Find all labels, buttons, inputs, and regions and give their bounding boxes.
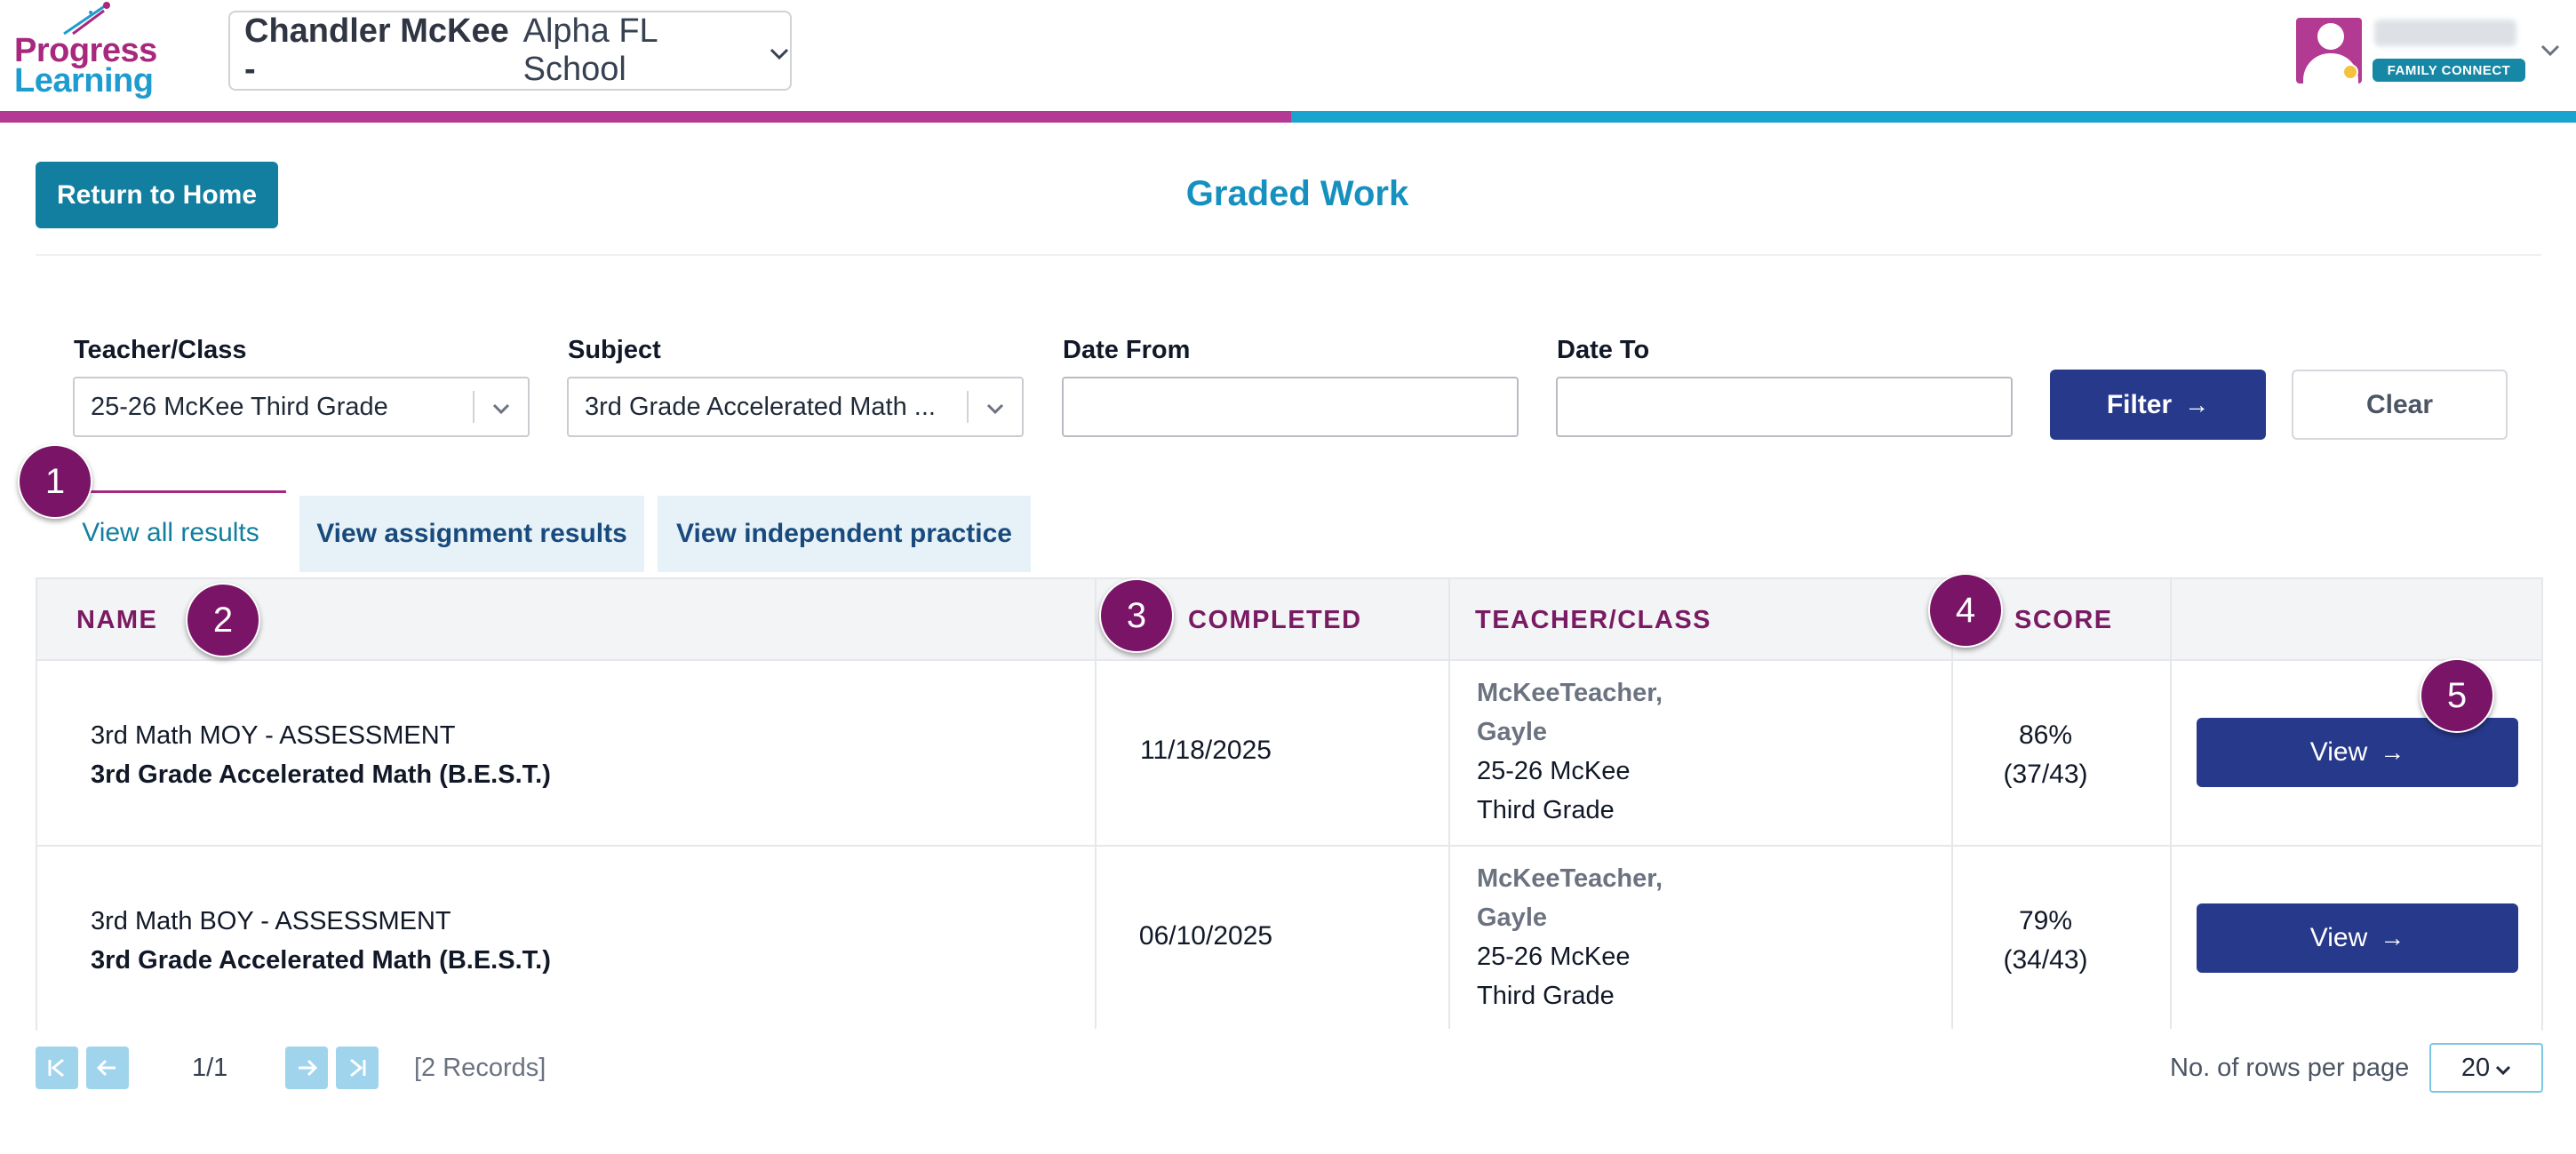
student-school: Alpha FL School bbox=[522, 12, 658, 88]
filter-button[interactable]: Filter → bbox=[2050, 370, 2266, 440]
top-header: Progress Learning Chandler McKee - Alpha… bbox=[0, 0, 2576, 111]
clear-button[interactable]: Clear bbox=[2292, 370, 2508, 440]
column-divider bbox=[1448, 579, 1450, 1029]
view-button-label: View bbox=[2309, 737, 2368, 767]
tab-view-independent-practice[interactable]: View independent practice bbox=[658, 496, 1031, 572]
tab-view-assignment-results[interactable]: View assignment results bbox=[299, 496, 644, 572]
filter-button-label: Filter bbox=[2106, 389, 2173, 419]
logo-word-learning: Learning bbox=[14, 62, 154, 99]
teacher-class-cell: McKeeTeacher, Gayle 25-26 McKee Third Gr… bbox=[1477, 859, 1663, 1015]
chevron-down-icon bbox=[2495, 1054, 2511, 1083]
completed-date: 11/18/2025 bbox=[1140, 736, 1272, 765]
class-name-line1: 25-26 McKee bbox=[1477, 943, 1631, 971]
completed-date: 06/10/2025 bbox=[1138, 921, 1273, 951]
arrow-right-icon: → bbox=[2380, 738, 2405, 766]
progress-learning-logo[interactable]: Progress Learning bbox=[11, 0, 157, 102]
user-avatar[interactable] bbox=[2296, 18, 2362, 84]
date-to-label: Date To bbox=[1557, 336, 1650, 364]
date-from-label: Date From bbox=[1063, 336, 1191, 364]
select-separator bbox=[473, 391, 475, 423]
student-selector[interactable]: Chandler McKee - Alpha FL School bbox=[228, 11, 792, 91]
page-indicator: 1/1 bbox=[192, 1054, 228, 1082]
date-from-input[interactable] bbox=[1062, 377, 1519, 437]
teacher-name-line1: McKeeTeacher, bbox=[1477, 679, 1663, 707]
class-name-line2: Third Grade bbox=[1477, 796, 1615, 824]
rows-per-page-select[interactable]: 20 bbox=[2429, 1043, 2543, 1093]
student-name: Chandler McKee - bbox=[244, 12, 509, 88]
assignment-name: 3rd Math BOY - ASSESSMENT bbox=[91, 907, 451, 935]
teacher-class-cell: McKeeTeacher, Gayle 25-26 McKee Third Gr… bbox=[1477, 673, 1663, 830]
column-header-name[interactable]: NAME bbox=[76, 606, 158, 634]
chevron-down-icon bbox=[769, 32, 790, 70]
score-fraction: (37/43) bbox=[2003, 760, 2088, 789]
divider bbox=[36, 254, 2541, 256]
user-menu-chevron-icon[interactable] bbox=[2540, 36, 2561, 64]
page-title: Graded Work bbox=[1185, 174, 1409, 213]
score-cell: 86% (37/43) bbox=[1948, 716, 2143, 794]
table-row: 3rd Math BOY - ASSESSMENT 3rd Grade Acce… bbox=[37, 845, 2541, 1031]
logo-word-progress: Progress bbox=[14, 32, 157, 69]
table-row: 3rd Math MOY - ASSESSMENT 3rd Grade Acce… bbox=[37, 659, 2541, 845]
score-percent: 79% bbox=[2018, 906, 2073, 935]
score-percent: 86% bbox=[2018, 720, 2073, 750]
record-count: [2 Records] bbox=[414, 1054, 546, 1082]
score-fraction: (34/43) bbox=[2003, 945, 2088, 975]
header-accent-bar-pink bbox=[0, 111, 1291, 123]
column-header-teacher-class[interactable]: TEACHER/CLASS bbox=[1475, 606, 1712, 634]
teacher-class-value: 25-26 McKee Third Grade bbox=[91, 392, 388, 421]
return-to-home-button[interactable]: Return to Home bbox=[36, 162, 278, 228]
view-button-label: View bbox=[2309, 923, 2368, 952]
next-page-icon[interactable] bbox=[285, 1047, 328, 1089]
subject-value: 3rd Grade Accelerated Math ... bbox=[585, 392, 936, 421]
teacher-class-select[interactable]: 25-26 McKee Third Grade bbox=[73, 377, 530, 437]
annotation-marker-3: 3 bbox=[1099, 578, 1174, 653]
first-page-icon[interactable] bbox=[36, 1047, 78, 1089]
select-separator bbox=[967, 391, 969, 423]
annotation-marker-2: 2 bbox=[186, 583, 260, 657]
subject-select[interactable]: 3rd Grade Accelerated Math ... bbox=[567, 377, 1024, 437]
annotation-marker-5: 5 bbox=[2420, 658, 2494, 733]
status-dot-icon bbox=[2342, 64, 2358, 80]
arrow-right-icon: → bbox=[2184, 390, 2210, 418]
score-cell: 79% (34/43) bbox=[1948, 902, 2143, 980]
date-to-input[interactable] bbox=[1556, 377, 2013, 437]
chevron-down-icon bbox=[969, 394, 1022, 421]
logo-spark-icon bbox=[63, 2, 110, 36]
header-accent-bar-blue bbox=[1291, 111, 2576, 123]
previous-page-icon[interactable] bbox=[86, 1047, 129, 1089]
teacher-name-line2: Gayle bbox=[1477, 903, 1547, 932]
last-page-icon[interactable] bbox=[336, 1047, 379, 1089]
assignment-name-cell: 3rd Math BOY - ASSESSMENT 3rd Grade Acce… bbox=[91, 902, 551, 980]
assignment-name: 3rd Math MOY - ASSESSMENT bbox=[91, 721, 456, 750]
class-name-line2: Third Grade bbox=[1477, 982, 1615, 1010]
tab-view-all-results[interactable]: View all results bbox=[55, 490, 286, 572]
teacher-class-label: Teacher/Class bbox=[74, 336, 247, 364]
rows-per-page-value: 20 bbox=[2460, 1053, 2491, 1082]
view-button[interactable]: View → bbox=[2197, 718, 2518, 787]
chevron-down-icon bbox=[475, 394, 528, 421]
column-divider bbox=[1095, 579, 1097, 1029]
column-header-score[interactable]: SCORE bbox=[2014, 606, 2113, 634]
annotation-marker-4: 4 bbox=[1928, 573, 2003, 648]
view-button[interactable]: View → bbox=[2197, 903, 2518, 973]
assignment-subject: 3rd Grade Accelerated Math (B.E.S.T.) bbox=[91, 946, 551, 975]
rows-per-page-label: No. of rows per page bbox=[2170, 1054, 2410, 1082]
column-divider bbox=[2170, 579, 2172, 1029]
assignment-name-cell: 3rd Math MOY - ASSESSMENT 3rd Grade Acce… bbox=[91, 716, 551, 794]
teacher-name-line2: Gayle bbox=[1477, 718, 1547, 746]
teacher-name-line1: McKeeTeacher, bbox=[1477, 864, 1663, 893]
arrow-right-icon: → bbox=[2380, 924, 2405, 951]
family-connect-badge: FAMILY CONNECT bbox=[2373, 59, 2525, 82]
table-header: NAME COMPLETED TEACHER/CLASS SCORE bbox=[37, 579, 2541, 659]
subject-label: Subject bbox=[568, 336, 661, 364]
column-divider bbox=[1951, 579, 1953, 1029]
class-name-line1: 25-26 McKee bbox=[1477, 757, 1631, 785]
annotation-marker-1: 1 bbox=[18, 444, 92, 519]
user-name-blurred bbox=[2374, 20, 2516, 46]
assignment-subject: 3rd Grade Accelerated Math (B.E.S.T.) bbox=[91, 760, 551, 789]
clear-button-label: Clear bbox=[2365, 389, 2434, 419]
column-header-completed[interactable]: COMPLETED bbox=[1188, 606, 1362, 634]
graded-work-table: NAME COMPLETED TEACHER/CLASS SCORE 3rd M… bbox=[36, 577, 2543, 1031]
